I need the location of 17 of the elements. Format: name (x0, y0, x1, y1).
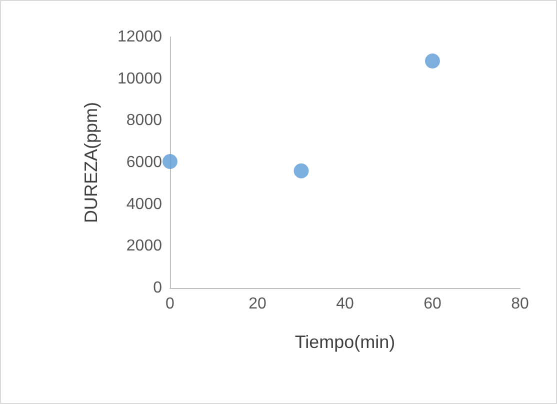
y-axis-title: DUREZA(ppm) (81, 102, 101, 224)
y-tick-label: 0 (153, 280, 162, 296)
y-tick-label: 4000 (126, 196, 162, 213)
y-tick-label: 12000 (118, 28, 162, 46)
x-tick-label: 80 (511, 296, 529, 312)
point (162, 154, 178, 169)
y-tick-label: 10000 (118, 70, 162, 88)
x-tick-label: 0 (166, 296, 175, 312)
y-tick-label: 2000 (126, 238, 162, 255)
y-tick-label: 8000 (126, 112, 162, 130)
x-tick-label: 20 (248, 296, 266, 312)
y-tick-label: 6000 (126, 154, 162, 171)
point (425, 54, 440, 69)
point (294, 163, 309, 178)
x-tick-label: 40 (336, 296, 354, 312)
x-axis-title: Tiempo(min) (294, 332, 396, 352)
x-tick-label: 60 (424, 296, 442, 312)
